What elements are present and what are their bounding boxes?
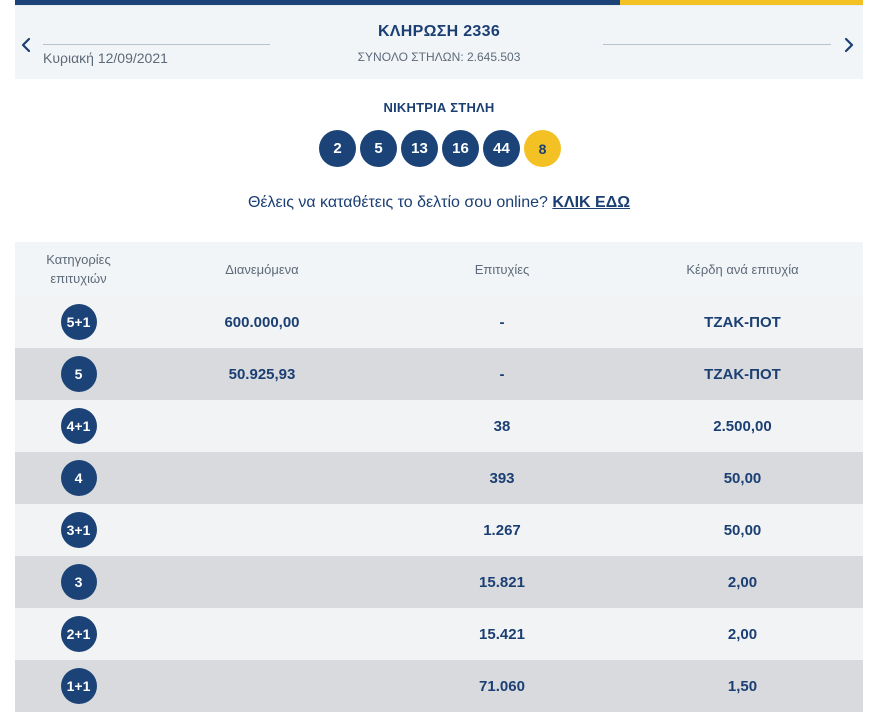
table-row: 2+1 15.421 2,00 — [15, 608, 863, 660]
header-prize: Κέρδη ανά επιτυχία — [686, 261, 799, 277]
draw-header: Κυριακή 12/09/2021 ΚΛΗΡΩΣΗ 2336 ΣΥΝΟΛΟ Σ… — [15, 6, 863, 79]
winning-column-title: ΝΙΚΗΤΡΙΑ ΣΤΗΛΗ — [383, 100, 495, 115]
table-row: 5+1 600.000,00 - ΤΖΑΚ-ΠΟΤ — [15, 296, 863, 348]
winning-numbers: 2 5 13 16 44 8 — [319, 130, 561, 167]
prize-cell: ΤΖΑΚ-ΠΟΤ — [704, 365, 781, 383]
progress-accent-bar — [15, 0, 863, 6]
table-row: 3 15.821 2,00 — [15, 556, 863, 608]
category-badge: 4 — [60, 460, 97, 496]
distributed-cell: 50.925,93 — [228, 365, 296, 383]
draw-date: Κυριακή 12/09/2021 — [43, 50, 168, 66]
header-winners: Επιτυχίες — [474, 261, 530, 277]
category-badge: 5 — [60, 356, 97, 392]
prize-cell: 2,00 — [727, 573, 758, 591]
category-badge: 3 — [60, 564, 97, 600]
winners-cell: 1.267 — [483, 521, 521, 539]
winning-number-ball: 2 — [319, 130, 356, 167]
online-ticket-text: Θέλεις να καταθέτεις το δελτίο σου onlin… — [247, 194, 548, 211]
prize-cell: 1,50 — [727, 677, 758, 695]
chevron-left-icon — [21, 37, 31, 53]
category-badge: 3+1 — [60, 512, 97, 548]
previous-draw-button[interactable] — [18, 36, 36, 54]
winning-number-ball: 5 — [360, 130, 397, 167]
header-category: Κατηγορίες επιτυχιών — [15, 250, 142, 288]
accent-bar-yellow — [620, 0, 863, 5]
winning-number-ball: 13 — [401, 130, 438, 167]
accent-bar-navy — [15, 0, 620, 5]
prize-cell: 2,00 — [727, 625, 758, 643]
category-badge: 1+1 — [60, 668, 97, 704]
winners-cell: - — [499, 365, 505, 383]
prize-table-header: Κατηγορίες επιτυχιών Διανεμόμενα Επιτυχί… — [15, 242, 863, 296]
header-category-line1: Κατηγορίες — [46, 252, 111, 267]
draw-title: ΚΛΗΡΩΣΗ 2336 — [377, 23, 501, 40]
online-ticket-prompt: Θέλεις να καταθέτεις το δελτίο σου onlin… — [15, 194, 863, 212]
header-divider-left — [43, 44, 270, 45]
total-columns: ΣΥΝΟΛΟ ΣΤΗΛΩΝ: 2.645.503 — [357, 50, 521, 64]
category-badge: 5+1 — [60, 304, 97, 340]
chevron-right-icon — [844, 37, 854, 53]
winners-cell: 38 — [493, 417, 511, 435]
category-badge: 4+1 — [60, 408, 97, 444]
prize-cell: ΤΖΑΚ-ΠΟΤ — [704, 313, 781, 331]
prize-cell: 50,00 — [723, 521, 762, 539]
table-row: 5 50.925,93 - ΤΖΑΚ-ΠΟΤ — [15, 348, 863, 400]
joker-number-ball: 8 — [524, 130, 561, 167]
click-here-link[interactable]: ΚΛΙΚ ΕΔΩ — [552, 194, 631, 211]
header-category-line2: επιτυχιών — [50, 271, 107, 286]
header-distributed: Διανεμόμενα — [225, 261, 299, 277]
table-row: 1+1 71.060 1,50 — [15, 660, 863, 712]
table-row: 3+1 1.267 50,00 — [15, 504, 863, 556]
winners-cell: 393 — [489, 469, 515, 487]
next-draw-button[interactable] — [839, 36, 857, 54]
table-row: 4+1 38 2.500,00 — [15, 400, 863, 452]
winners-cell: - — [499, 313, 505, 331]
prize-cell: 50,00 — [723, 469, 762, 487]
winning-number-ball: 44 — [483, 130, 520, 167]
prize-table: Κατηγορίες επιτυχιών Διανεμόμενα Επιτυχί… — [15, 242, 863, 712]
winners-cell: 15.421 — [479, 625, 525, 643]
distributed-cell: 600.000,00 — [224, 313, 300, 331]
prize-cell: 2.500,00 — [713, 417, 772, 435]
winners-cell: 71.060 — [479, 677, 525, 695]
header-divider-right — [603, 44, 831, 45]
table-row: 4 393 50,00 — [15, 452, 863, 504]
winners-cell: 15.821 — [479, 573, 525, 591]
winning-number-ball: 16 — [442, 130, 479, 167]
category-badge: 2+1 — [60, 616, 97, 652]
